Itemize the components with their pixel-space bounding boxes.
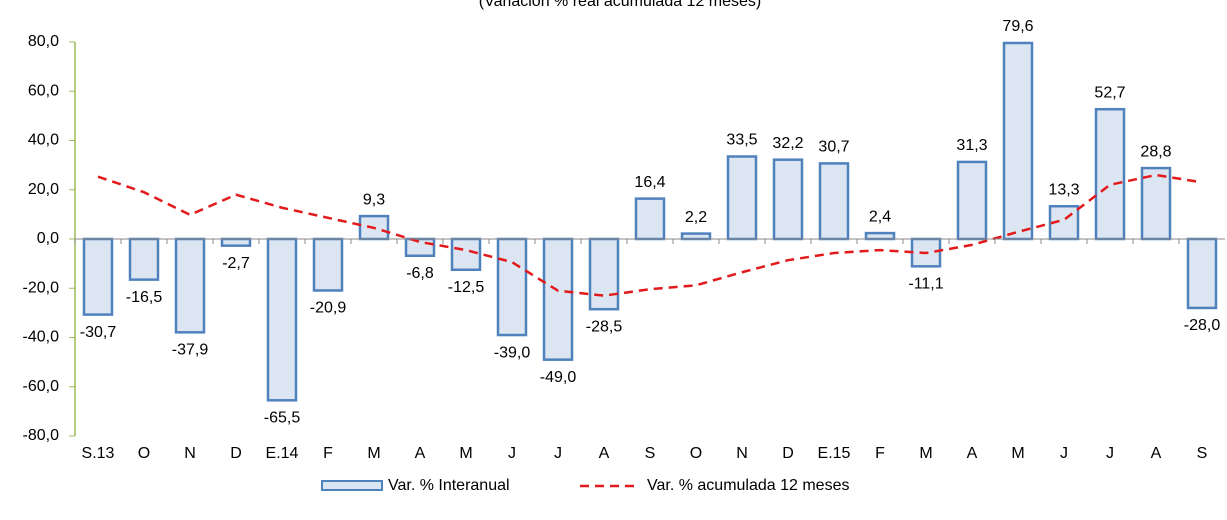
data-label: -65,5 — [264, 410, 301, 427]
x-tick-label: N — [184, 445, 196, 462]
x-tick-label: F — [875, 445, 885, 462]
y-tick-label: -20,0 — [23, 279, 60, 296]
bar — [588, 237, 620, 311]
bar — [1140, 166, 1172, 241]
data-label: 33,5 — [726, 132, 757, 149]
x-tick-label: O — [690, 445, 702, 462]
y-tick-label: -60,0 — [23, 378, 60, 395]
x-tick-label: J — [1060, 445, 1068, 462]
x-tick-label: S.13 — [82, 445, 115, 462]
x-tick-label: A — [1151, 445, 1162, 462]
bar — [404, 237, 436, 257]
x-tick-label: E.15 — [818, 445, 851, 462]
x-tick-label: F — [323, 445, 333, 462]
y-tick-label: -80,0 — [23, 427, 60, 444]
bar — [312, 237, 344, 292]
data-label: 9,3 — [363, 191, 385, 208]
y-tick-label: 0,0 — [37, 230, 59, 247]
data-label: -20,9 — [310, 300, 347, 317]
data-label: -49,0 — [540, 369, 577, 386]
bar — [266, 237, 298, 402]
bar — [726, 155, 758, 241]
y-tick-label: 40,0 — [28, 132, 59, 149]
bar — [174, 237, 206, 334]
data-label: -12,5 — [448, 279, 485, 296]
x-tick-label: J — [508, 445, 516, 462]
x-tick-label: S — [645, 445, 656, 462]
bar — [82, 237, 114, 316]
data-label: 79,6 — [1002, 18, 1033, 35]
line — [97, 173, 1203, 297]
data-label: 28,8 — [1140, 143, 1171, 160]
x-tick-label: M — [919, 445, 932, 462]
data-label: 52,7 — [1094, 84, 1125, 101]
bar — [450, 237, 482, 272]
x-tick-label: N — [736, 445, 748, 462]
bar — [864, 231, 896, 241]
bar — [496, 237, 528, 337]
data-label: -6,8 — [406, 265, 434, 282]
data-label: 16,4 — [634, 174, 665, 191]
x-tick-label: J — [554, 445, 562, 462]
data-label: -28,0 — [1184, 317, 1221, 334]
x-tick-label: A — [967, 445, 978, 462]
bar — [634, 197, 666, 241]
bar — [220, 237, 252, 247]
chart-title: (Variación % real acumulada 12 meses) — [479, 0, 762, 10]
bar — [128, 237, 160, 281]
data-label: -30,7 — [80, 324, 117, 341]
bar — [772, 158, 804, 241]
data-label: -39,0 — [494, 344, 531, 361]
x-tick-label: D — [230, 445, 242, 462]
legend-swatch — [321, 480, 383, 491]
y-tick-label: 20,0 — [28, 181, 59, 198]
x-tick-label: J — [1106, 445, 1114, 462]
legend-label: Var. % Interanual — [388, 477, 510, 494]
bar — [1002, 41, 1034, 241]
data-label: -37,9 — [172, 342, 209, 359]
bar — [1094, 107, 1126, 241]
data-label: 2,4 — [869, 208, 891, 225]
y-tick-label: -40,0 — [23, 329, 60, 346]
data-label: 30,7 — [818, 139, 849, 156]
data-label: -28,5 — [586, 318, 623, 335]
data-label: -16,5 — [126, 289, 163, 306]
data-label: -2,7 — [222, 255, 250, 272]
x-tick-label: S — [1197, 445, 1208, 462]
bar — [956, 160, 988, 241]
bar — [542, 237, 574, 361]
bar — [818, 162, 850, 241]
x-tick-label: E.14 — [266, 445, 299, 462]
x-tick-label: A — [599, 445, 610, 462]
x-tick-label: M — [1011, 445, 1024, 462]
data-label: -11,1 — [908, 276, 943, 293]
x-tick-label: O — [138, 445, 150, 462]
data-label: 2,2 — [685, 209, 707, 226]
x-tick-label: M — [459, 445, 472, 462]
bar — [680, 232, 712, 241]
y-tick-label: 80,0 — [28, 33, 59, 50]
data-label: 31,3 — [956, 137, 987, 154]
y-tick-label: 60,0 — [28, 82, 59, 99]
bar — [1186, 237, 1218, 310]
data-label: 13,3 — [1048, 181, 1079, 198]
data-label: 32,2 — [772, 135, 803, 152]
x-tick-label: M — [367, 445, 380, 462]
x-tick-label: D — [782, 445, 794, 462]
legend-label: Var. % acumulada 12 meses — [647, 477, 849, 494]
x-tick-label: A — [415, 445, 426, 462]
